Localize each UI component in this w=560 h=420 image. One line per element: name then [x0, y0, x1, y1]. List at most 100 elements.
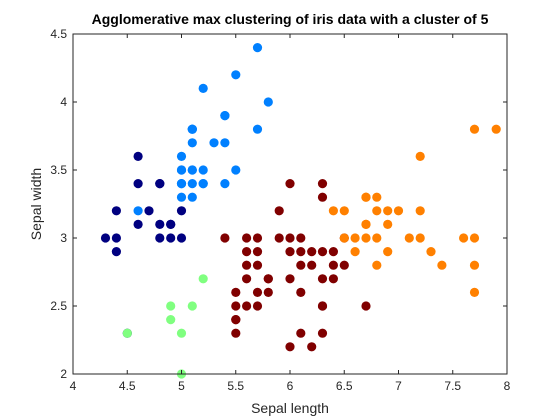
data-point-cluster-5: [470, 288, 479, 297]
y-tick-label: 2.5: [50, 299, 67, 313]
data-point-cluster-1: [112, 233, 121, 242]
data-point-cluster-5: [470, 261, 479, 270]
data-point-cluster-4: [296, 247, 305, 256]
data-point-cluster-5: [383, 220, 392, 229]
plot-area: [73, 34, 507, 374]
data-point-cluster-4: [318, 329, 327, 338]
data-point-cluster-4: [231, 301, 240, 310]
data-point-cluster-1: [155, 220, 164, 229]
data-point-cluster-2: [253, 125, 262, 134]
data-point-cluster-4: [242, 247, 251, 256]
data-point-cluster-3: [166, 315, 175, 324]
data-point-cluster-1: [112, 206, 121, 215]
x-tick-label: 7.5: [444, 379, 461, 393]
data-point-cluster-5: [361, 233, 370, 242]
data-point-cluster-2: [188, 165, 197, 174]
data-point-cluster-5: [470, 233, 479, 242]
data-point-cluster-4: [329, 261, 338, 270]
data-point-cluster-5: [405, 233, 414, 242]
data-point-cluster-4: [253, 301, 262, 310]
x-tick-label: 5.5: [227, 379, 244, 393]
data-point-cluster-2: [220, 111, 229, 120]
data-point-cluster-2: [177, 179, 186, 188]
data-point-cluster-5: [383, 206, 392, 215]
data-point-cluster-5: [351, 233, 360, 242]
data-point-cluster-4: [307, 247, 316, 256]
data-point-cluster-4: [242, 233, 251, 242]
data-point-cluster-1: [134, 220, 143, 229]
data-point-cluster-4: [296, 261, 305, 270]
data-point-cluster-1: [134, 179, 143, 188]
data-point-cluster-5: [492, 125, 501, 134]
data-point-cluster-4: [318, 274, 327, 283]
data-point-cluster-2: [177, 165, 186, 174]
data-point-cluster-5: [426, 247, 435, 256]
data-point-cluster-4: [242, 261, 251, 270]
data-point-cluster-4: [285, 179, 294, 188]
data-point-cluster-1: [112, 247, 121, 256]
x-tick-label: 4: [70, 379, 77, 393]
x-tick-label: 7: [395, 379, 402, 393]
data-point-cluster-2: [188, 193, 197, 202]
data-point-cluster-4: [361, 301, 370, 310]
data-point-cluster-4: [340, 261, 349, 270]
data-point-cluster-4: [296, 233, 305, 242]
data-point-cluster-5: [416, 206, 425, 215]
y-tick-label: 4: [60, 95, 67, 109]
data-point-cluster-5: [394, 206, 403, 215]
data-point-cluster-3: [177, 329, 186, 338]
data-point-cluster-4: [253, 233, 262, 242]
data-point-cluster-3: [199, 274, 208, 283]
data-point-cluster-5: [470, 125, 479, 134]
data-point-cluster-4: [253, 261, 262, 270]
data-point-cluster-2: [220, 179, 229, 188]
data-point-cluster-2: [177, 193, 186, 202]
data-point-cluster-4: [318, 301, 327, 310]
data-point-cluster-4: [285, 342, 294, 351]
data-point-cluster-3: [166, 301, 175, 310]
data-point-cluster-1: [155, 233, 164, 242]
y-tick-label: 3.5: [50, 163, 67, 177]
data-point-cluster-4: [275, 233, 284, 242]
chart-title: Agglomerative max clustering of iris dat…: [92, 11, 489, 27]
data-point-cluster-4: [307, 342, 316, 351]
data-point-cluster-5: [459, 233, 468, 242]
data-point-cluster-4: [318, 179, 327, 188]
data-point-cluster-1: [144, 206, 153, 215]
data-point-cluster-5: [416, 152, 425, 161]
data-point-cluster-2: [134, 206, 143, 215]
data-point-cluster-4: [285, 233, 294, 242]
data-point-cluster-4: [285, 274, 294, 283]
data-point-cluster-4: [318, 193, 327, 202]
x-tick-label: 8: [504, 379, 511, 393]
data-point-cluster-2: [199, 165, 208, 174]
data-point-cluster-4: [264, 288, 273, 297]
data-point-cluster-4: [285, 247, 294, 256]
data-point-cluster-4: [231, 288, 240, 297]
data-point-cluster-3: [123, 329, 132, 338]
data-point-cluster-4: [220, 233, 229, 242]
data-point-cluster-4: [307, 261, 316, 270]
x-tick-label: 4.5: [119, 379, 136, 393]
data-point-cluster-1: [166, 220, 175, 229]
data-point-cluster-2: [220, 138, 229, 147]
data-point-cluster-2: [188, 138, 197, 147]
data-point-cluster-2: [231, 165, 240, 174]
data-point-cluster-2: [253, 43, 262, 52]
data-point-cluster-5: [372, 261, 381, 270]
data-point-cluster-5: [361, 220, 370, 229]
y-axis-label: Sepal width: [28, 168, 44, 240]
data-point-cluster-4: [296, 329, 305, 338]
data-point-cluster-5: [372, 193, 381, 202]
data-point-cluster-2: [199, 179, 208, 188]
data-point-cluster-4: [242, 274, 251, 283]
data-point-cluster-2: [209, 138, 218, 147]
data-point-cluster-5: [329, 206, 338, 215]
x-tick-label: 6.5: [336, 379, 353, 393]
data-point-cluster-1: [134, 152, 143, 161]
data-point-cluster-4: [329, 274, 338, 283]
data-point-cluster-4: [253, 247, 262, 256]
data-point-cluster-1: [166, 233, 175, 242]
data-point-cluster-5: [351, 247, 360, 256]
